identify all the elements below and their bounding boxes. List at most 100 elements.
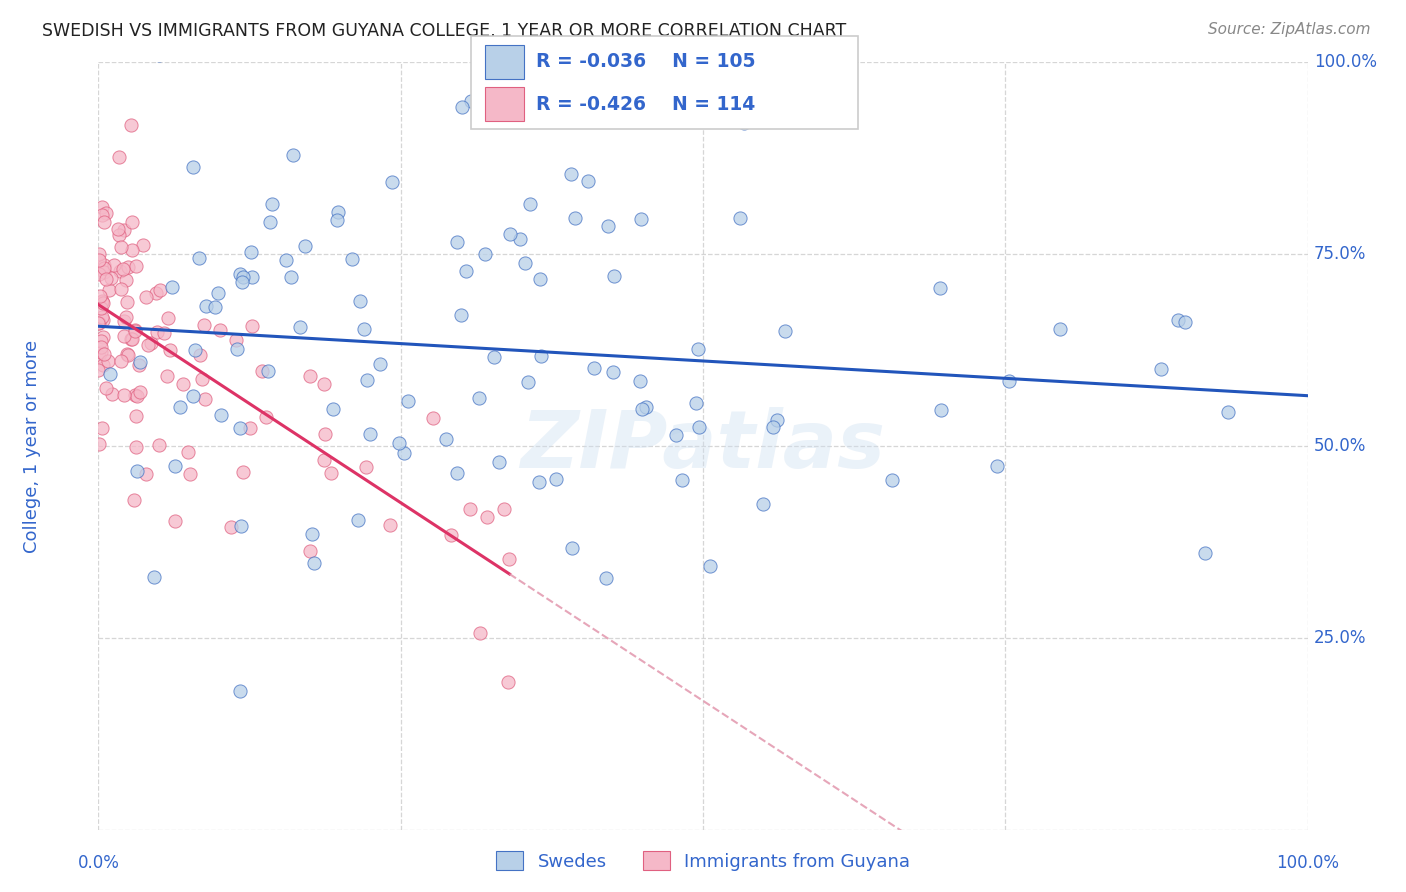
Point: [322, 401, 344, 416]
Point: [194, 392, 217, 407]
Point: [87, 253, 110, 268]
Point: [498, 551, 520, 566]
Point: [340, 252, 363, 267]
Point: [281, 148, 304, 162]
Point: [319, 466, 342, 480]
Point: [89, 289, 111, 303]
Point: [125, 409, 148, 424]
Text: Source: ZipAtlas.com: Source: ZipAtlas.com: [1208, 22, 1371, 37]
Point: [111, 262, 134, 277]
Point: [181, 161, 204, 175]
Point: [513, 256, 536, 270]
Point: [229, 684, 252, 698]
Point: [124, 388, 146, 402]
Point: [120, 333, 142, 347]
Point: [446, 235, 468, 249]
Point: [1174, 315, 1197, 329]
Point: [302, 556, 325, 570]
Point: [630, 212, 652, 227]
Point: [112, 314, 135, 328]
Point: [240, 319, 263, 334]
Point: [193, 318, 215, 332]
Text: R = -0.426    N = 114: R = -0.426 N = 114: [536, 95, 755, 113]
Point: [239, 421, 262, 435]
Point: [100, 271, 122, 285]
Point: [280, 270, 302, 285]
Point: [208, 322, 231, 336]
Point: [136, 337, 159, 351]
Point: [93, 260, 115, 275]
Text: 100.0%: 100.0%: [1313, 54, 1376, 71]
Point: [274, 252, 297, 267]
Point: [231, 276, 253, 290]
Point: [628, 374, 651, 388]
Point: [434, 432, 457, 446]
Point: [124, 323, 146, 337]
Point: [986, 458, 1008, 473]
Point: [148, 47, 170, 62]
Point: [564, 211, 586, 225]
Point: [482, 350, 505, 364]
Text: College, 1 year or more: College, 1 year or more: [22, 340, 41, 552]
Point: [165, 458, 187, 473]
Point: [460, 94, 482, 108]
Point: [90, 295, 112, 310]
Point: [96, 381, 118, 395]
Point: [353, 322, 375, 336]
Text: 25.0%: 25.0%: [1313, 629, 1367, 647]
Legend: Swedes, Immigrants from Guyana: Swedes, Immigrants from Guyana: [489, 844, 917, 878]
Point: [112, 329, 135, 343]
Point: [728, 211, 751, 225]
Point: [91, 313, 114, 327]
Point: [560, 167, 582, 181]
Point: [312, 453, 335, 467]
Point: [378, 518, 401, 533]
Point: [117, 294, 139, 309]
Point: [179, 467, 201, 481]
Text: SWEDISH VS IMMIGRANTS FROM GUYANA COLLEGE, 1 YEAR OR MORE CORRELATION CHART: SWEDISH VS IMMIGRANTS FROM GUYANA COLLEG…: [42, 22, 846, 40]
Text: 75.0%: 75.0%: [1313, 245, 1367, 263]
Point: [96, 205, 118, 219]
Point: [561, 541, 583, 556]
Point: [752, 497, 775, 511]
Point: [225, 333, 247, 347]
Point: [288, 320, 311, 334]
Point: [299, 544, 322, 558]
Point: [93, 265, 115, 279]
Point: [392, 446, 415, 460]
Point: [773, 325, 796, 339]
Point: [204, 301, 226, 315]
Point: [184, 343, 207, 358]
Point: [354, 459, 377, 474]
Point: [91, 200, 114, 214]
Point: [314, 427, 336, 442]
Point: [107, 221, 129, 235]
Point: [998, 374, 1021, 388]
Text: 0.0%: 0.0%: [77, 855, 120, 872]
Point: [252, 364, 274, 378]
Point: [112, 388, 135, 402]
Point: [232, 270, 254, 285]
Point: [928, 281, 950, 295]
Point: [145, 286, 167, 301]
Point: [634, 400, 657, 414]
Point: [98, 283, 121, 297]
Text: 50.0%: 50.0%: [1313, 437, 1367, 455]
Point: [90, 310, 112, 324]
Point: [156, 368, 179, 383]
Point: [112, 223, 135, 237]
Point: [135, 290, 157, 304]
Point: [359, 427, 381, 442]
Point: [602, 365, 624, 379]
Point: [97, 354, 120, 368]
Point: [110, 240, 132, 254]
Point: [124, 493, 146, 508]
Point: [90, 208, 112, 222]
Point: [596, 219, 619, 234]
Point: [762, 419, 785, 434]
Point: [108, 150, 131, 164]
Point: [381, 175, 404, 189]
Point: [499, 227, 522, 242]
Point: [108, 263, 131, 277]
Point: [115, 310, 138, 324]
